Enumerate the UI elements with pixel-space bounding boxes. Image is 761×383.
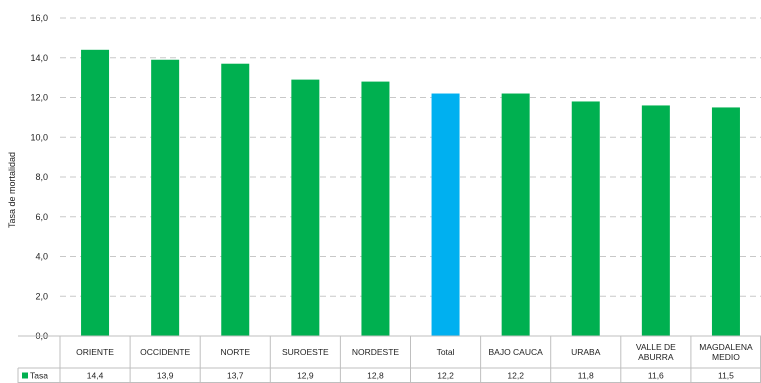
bar-total bbox=[431, 93, 460, 337]
bar-suroeste bbox=[291, 79, 320, 337]
category-label: MEDIO bbox=[712, 352, 740, 362]
y-tick-label: 4,0 bbox=[35, 252, 48, 262]
legend-label: Tasa bbox=[30, 371, 48, 381]
bar-norte bbox=[221, 63, 250, 337]
category-label: NORDESTE bbox=[352, 347, 400, 357]
category-label: OCCIDENTE bbox=[140, 347, 190, 357]
y-tick-label: 10,0 bbox=[30, 132, 48, 142]
value-label: 13,7 bbox=[227, 371, 244, 381]
y-tick-label: 14,0 bbox=[30, 53, 48, 63]
bars bbox=[81, 49, 740, 337]
legend-swatch bbox=[22, 372, 28, 379]
value-label: 14,4 bbox=[87, 371, 104, 381]
category-label: SUROESTE bbox=[282, 347, 329, 357]
value-label: 11,5 bbox=[718, 371, 734, 381]
data-table: ORIENTE OCCIDENTE NORTE SUROESTE NORDESTE Tot… bbox=[17, 335, 761, 383]
value-label: 12,2 bbox=[437, 371, 454, 381]
value-label: 12,9 bbox=[297, 371, 314, 381]
y-axis-label: Tasa de mortalidad bbox=[7, 152, 17, 228]
value-label: 13,9 bbox=[157, 371, 174, 381]
value-label: 11,6 bbox=[648, 371, 664, 381]
bar-uraba bbox=[571, 101, 600, 336]
y-tick-label: 2,0 bbox=[35, 291, 48, 301]
y-tick-label: 12,0 bbox=[30, 93, 48, 103]
y-tick-label: 6,0 bbox=[35, 212, 48, 222]
bar-bajo-cauca bbox=[501, 93, 530, 337]
category-label: ORIENTE bbox=[76, 347, 114, 357]
category-label: ABURRA bbox=[638, 352, 674, 362]
category-label: MAGDALENA bbox=[699, 342, 753, 352]
y-tick-label: 8,0 bbox=[35, 172, 48, 182]
y-axis-ticks: 0,02,04,06,08,010,012,014,016,0 bbox=[30, 13, 48, 341]
bar-occidente bbox=[151, 59, 180, 337]
value-label: 12,8 bbox=[367, 371, 384, 381]
bar-nordeste bbox=[361, 81, 390, 336]
value-label: 11,8 bbox=[578, 371, 594, 381]
bar-magdalena-medio bbox=[711, 107, 740, 336]
y-tick-label: 16,0 bbox=[30, 13, 48, 23]
category-label: Total bbox=[437, 347, 455, 357]
bar-valle-de-aburra bbox=[641, 105, 670, 336]
category-label: NORTE bbox=[220, 347, 250, 357]
category-label: VALLE DE bbox=[636, 342, 676, 352]
category-label: BAJO CAUCA bbox=[488, 347, 543, 357]
bar-oriente bbox=[81, 49, 110, 337]
value-label: 12,2 bbox=[507, 371, 524, 381]
category-label: URABA bbox=[571, 347, 601, 357]
